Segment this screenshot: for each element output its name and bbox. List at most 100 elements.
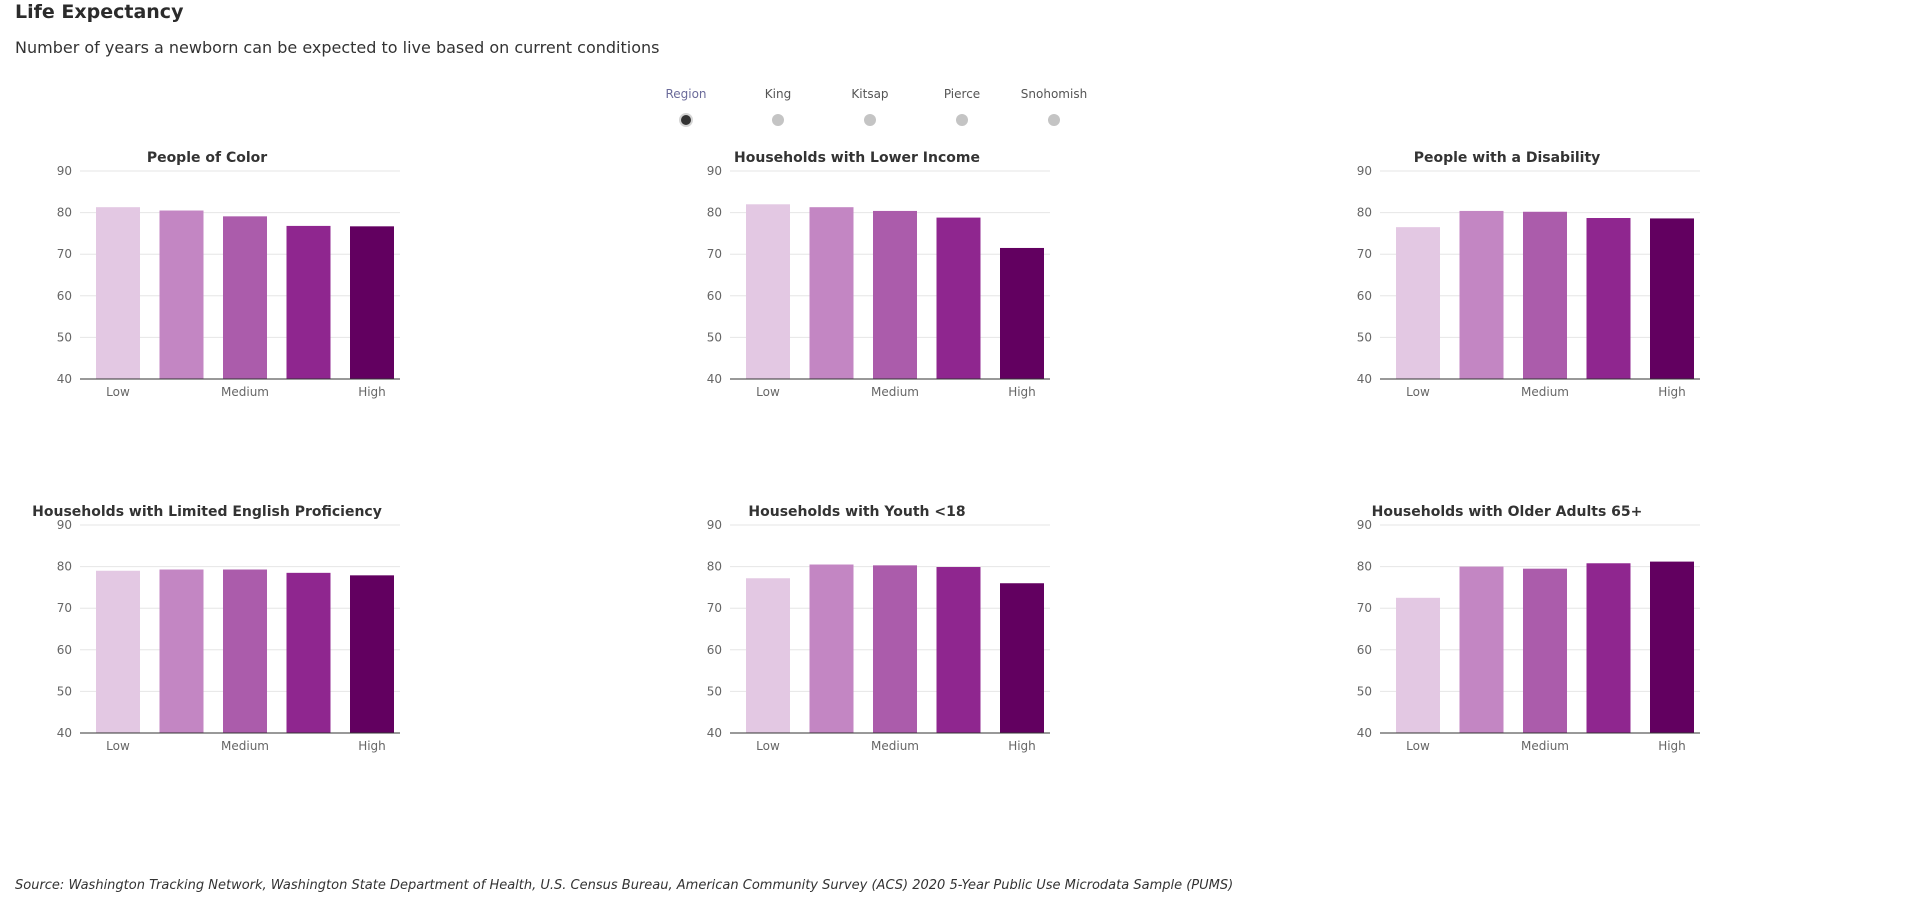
radio-dot-icon[interactable] bbox=[864, 114, 876, 126]
bar[interactable] bbox=[223, 569, 267, 733]
x-tick-label: Low bbox=[106, 739, 130, 753]
bar[interactable] bbox=[746, 578, 790, 733]
radio-dot-icon[interactable] bbox=[1048, 114, 1060, 126]
x-tick-label: Low bbox=[1406, 739, 1430, 753]
bar[interactable] bbox=[809, 207, 854, 379]
x-tick-label: Medium bbox=[871, 739, 919, 753]
geography-option-label: King bbox=[764, 87, 792, 101]
bar[interactable] bbox=[936, 217, 981, 379]
x-tick-label: High bbox=[1008, 385, 1036, 399]
bar[interactable] bbox=[1396, 227, 1440, 379]
chart-title: Households with Older Adults 65+ bbox=[1372, 504, 1643, 520]
x-tick-label: Medium bbox=[221, 739, 269, 753]
bar[interactable] bbox=[223, 216, 267, 379]
geography-option-region[interactable]: Region bbox=[640, 86, 732, 127]
y-tick-label: 50 bbox=[1357, 330, 1372, 344]
y-tick-label: 40 bbox=[57, 372, 72, 386]
bar[interactable] bbox=[96, 570, 140, 733]
bar[interactable] bbox=[1523, 568, 1567, 733]
radio-dot-icon[interactable] bbox=[956, 114, 968, 126]
y-tick-label: 60 bbox=[57, 643, 72, 657]
y-tick-label: 60 bbox=[1357, 643, 1372, 657]
radio-dot-icon[interactable] bbox=[679, 113, 693, 127]
x-tick-label: Low bbox=[756, 385, 780, 399]
page-subtitle: Number of years a newborn can be expecte… bbox=[15, 38, 660, 57]
x-tick-label: Low bbox=[106, 385, 130, 399]
bar[interactable] bbox=[809, 564, 854, 733]
bar-chart: Households with Youth <18 40 50 60 70 80 90 Low… bbox=[707, 504, 1050, 753]
bar[interactable] bbox=[1000, 247, 1044, 379]
x-tick-label: High bbox=[358, 385, 386, 399]
y-tick-label: 50 bbox=[1357, 684, 1372, 698]
bar[interactable] bbox=[1650, 218, 1694, 379]
y-tick-label: 60 bbox=[1357, 289, 1372, 303]
chart-title: People with a Disability bbox=[1414, 150, 1601, 166]
bar-chart: Households with Older Adults 65+ 40 50 60 70… bbox=[1357, 504, 1700, 753]
y-tick-label: 40 bbox=[707, 372, 722, 386]
bar[interactable] bbox=[1459, 566, 1504, 733]
y-tick-label: 80 bbox=[1357, 206, 1372, 220]
bar[interactable] bbox=[1586, 218, 1631, 379]
x-tick-label: Low bbox=[1406, 385, 1430, 399]
y-tick-label: 50 bbox=[707, 684, 722, 698]
source-note: Source: Washington Tracking Network, Was… bbox=[15, 878, 1234, 893]
bar[interactable] bbox=[1523, 211, 1567, 379]
y-tick-label: 80 bbox=[707, 206, 722, 220]
bar[interactable] bbox=[159, 210, 204, 379]
bar[interactable] bbox=[873, 565, 917, 733]
geography-option-pierce[interactable]: Pierce bbox=[916, 86, 1008, 127]
bar[interactable] bbox=[1459, 210, 1504, 379]
x-tick-label: Medium bbox=[871, 385, 919, 399]
x-tick-label: Medium bbox=[1521, 739, 1569, 753]
bar[interactable] bbox=[286, 225, 331, 379]
bar-chart: Households with Lower Income 40 50 60 70 80 90… bbox=[707, 150, 1050, 399]
y-tick-label: 70 bbox=[707, 247, 722, 261]
y-tick-label: 50 bbox=[57, 684, 72, 698]
geography-option-label: Kitsap bbox=[851, 87, 889, 101]
geography-option-label: Snohomish bbox=[1020, 87, 1088, 101]
bar[interactable] bbox=[286, 572, 331, 733]
y-tick-label: 60 bbox=[707, 289, 722, 303]
y-tick-label: 80 bbox=[707, 560, 722, 574]
y-tick-label: 60 bbox=[57, 289, 72, 303]
bar[interactable] bbox=[350, 575, 394, 733]
x-tick-label: High bbox=[1008, 739, 1036, 753]
bar[interactable] bbox=[936, 567, 981, 733]
y-tick-label: 80 bbox=[57, 206, 72, 220]
y-tick-label: 40 bbox=[57, 726, 72, 740]
y-tick-label: 90 bbox=[1357, 518, 1372, 532]
radio-dot-icon[interactable] bbox=[772, 114, 784, 126]
bar[interactable] bbox=[1000, 583, 1044, 733]
bar[interactable] bbox=[873, 210, 917, 379]
bar[interactable] bbox=[96, 207, 140, 379]
bar[interactable] bbox=[350, 226, 394, 379]
y-tick-label: 40 bbox=[1357, 726, 1372, 740]
bar-chart: Households with Limited English Proficie… bbox=[32, 504, 400, 753]
geography-option-snohomish[interactable]: Snohomish bbox=[1008, 86, 1100, 127]
chart-title: Households with Youth <18 bbox=[748, 504, 965, 520]
x-tick-label: Medium bbox=[221, 385, 269, 399]
geography-option-label: Region bbox=[665, 87, 707, 101]
y-tick-label: 70 bbox=[1357, 247, 1372, 261]
y-tick-label: 40 bbox=[707, 726, 722, 740]
x-tick-label: High bbox=[1658, 739, 1686, 753]
bar[interactable] bbox=[746, 204, 790, 379]
y-tick-label: 50 bbox=[57, 330, 72, 344]
y-tick-label: 90 bbox=[707, 518, 722, 532]
chart-title: People of Color bbox=[147, 150, 267, 166]
y-tick-label: 80 bbox=[1357, 560, 1372, 574]
geography-option-label: Pierce bbox=[943, 87, 981, 101]
bar[interactable] bbox=[1650, 561, 1694, 733]
bar[interactable] bbox=[1586, 563, 1631, 733]
y-tick-label: 90 bbox=[57, 518, 72, 532]
bar[interactable] bbox=[1396, 597, 1440, 733]
bar-chart: People of Color 40 50 60 70 80 90 Low Medium High bbox=[57, 150, 400, 399]
y-tick-label: 60 bbox=[707, 643, 722, 657]
x-tick-label: Low bbox=[756, 739, 780, 753]
bar-chart: People with a Disability 40 50 60 70 80 90 Low M… bbox=[1357, 150, 1700, 399]
bar[interactable] bbox=[159, 569, 204, 733]
x-tick-label: Medium bbox=[1521, 385, 1569, 399]
geography-option-king[interactable]: King bbox=[732, 86, 824, 127]
geography-option-kitsap[interactable]: Kitsap bbox=[824, 86, 916, 127]
